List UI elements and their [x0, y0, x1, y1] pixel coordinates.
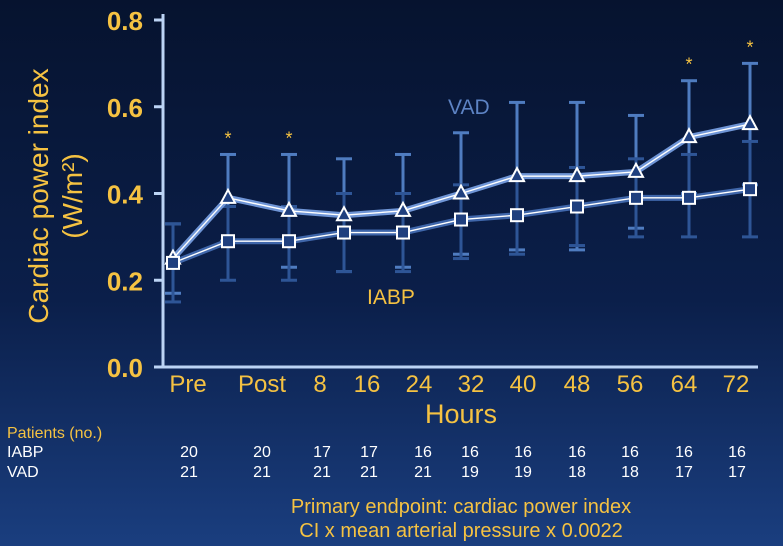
vad-triangle-marker	[741, 113, 759, 131]
vad-triangle-marker	[508, 166, 526, 183]
iabp-square-marker	[337, 225, 351, 240]
patients-count-vad: 21	[360, 464, 378, 481]
patients-count-vad: 21	[313, 464, 331, 481]
iabp-square-marker	[570, 199, 584, 214]
patients-count-iabp: 17	[313, 444, 331, 461]
patients-count-vad: 21	[414, 464, 432, 481]
patients-count-vad: 17	[675, 464, 693, 481]
patients-count-iabp: 16	[414, 444, 432, 461]
x-tick-label: 48	[564, 371, 591, 398]
series-label-iabp: IABP	[367, 286, 415, 309]
y-axis-label: Cardiac power index (W/m²)	[23, 68, 88, 324]
x-tick-label: Post	[238, 371, 286, 398]
y-tick-label: 0.0	[107, 353, 143, 383]
chart-axes	[154, 14, 758, 369]
x-axis-label: Hours	[424, 399, 498, 429]
patients-count-vad: 17	[728, 464, 746, 481]
vad-triangle-marker	[568, 166, 586, 183]
patients-row-label-vad: VAD	[7, 464, 39, 481]
iabp-square-marker	[629, 190, 643, 205]
patients-row-label-iabp: IABP	[7, 444, 44, 461]
x-tick-label: 32	[458, 371, 485, 398]
y-tick-label: 0.2	[107, 266, 143, 296]
patients-count-iabp: 17	[360, 444, 378, 461]
patients-count-iabp: 16	[675, 444, 693, 461]
x-tick-label: 8	[313, 371, 326, 398]
patients-count-iabp: 16	[461, 444, 479, 461]
x-tick-label: 40	[510, 371, 537, 398]
patients-count-iabp: 20	[180, 444, 198, 461]
patients-count-iabp: 16	[514, 444, 532, 461]
iabp-square-marker	[221, 234, 235, 249]
significance-star: *	[285, 128, 292, 148]
patients-count-iabp: 16	[728, 444, 746, 461]
patients-count-vad: 18	[568, 464, 586, 481]
vad-triangle-marker	[219, 187, 237, 204]
x-tick-label: 24	[406, 371, 433, 398]
significance-star: *	[746, 37, 753, 57]
patients-count-vad: 21	[180, 464, 198, 481]
vad-triangle-marker	[280, 200, 298, 217]
patients-count-vad: 21	[253, 464, 271, 481]
patients-count-vad: 19	[514, 464, 532, 481]
patients-count-vad: 18	[621, 464, 639, 481]
series-label-vad: VAD	[448, 96, 490, 119]
significance-markers: * * * *	[224, 37, 753, 148]
x-tick-label: Pre	[169, 371, 206, 398]
patients-count-iabp: 16	[568, 444, 586, 461]
patients-table-title: Patients (no.)	[7, 425, 103, 442]
iabp-square-marker	[454, 212, 468, 227]
iabp-square-marker	[166, 255, 180, 270]
x-tick-label: 64	[671, 371, 698, 398]
vad-triangle-marker	[335, 205, 353, 222]
tick-and-series-labels: 0.0 0.2 0.4 0.6 0.8 Pre Post 8 16 24 32 40 48 56 64 72 V…	[107, 6, 750, 398]
x-tick-label: 72	[723, 371, 750, 398]
footnote-primary-endpoint: Primary endpoint: cardiac power index	[290, 496, 632, 518]
vad-triangle-marker	[452, 183, 470, 200]
y-tick-label: 0.4	[107, 180, 144, 210]
x-tick-label: 16	[354, 371, 381, 398]
y-tick-label: 0.6	[107, 93, 143, 123]
significance-star: *	[224, 128, 231, 148]
iabp-square-marker	[682, 190, 696, 205]
patients-count-vad: 19	[461, 464, 479, 481]
vad-triangle-marker	[627, 161, 645, 178]
significance-star: *	[685, 55, 692, 75]
series-markers	[164, 113, 759, 270]
footnote-formula: CI x mean arterial pressure x 0.0022	[299, 520, 623, 542]
y-tick-label: 0.8	[107, 6, 143, 36]
patients-count-iabp: 16	[621, 444, 639, 461]
x-tick-label: 56	[617, 371, 644, 398]
iabp-square-marker	[743, 182, 757, 197]
vad-triangle-marker	[394, 200, 412, 217]
vad-triangle-marker	[680, 127, 698, 144]
iabp-square-marker	[396, 225, 410, 240]
patients-count-iabp: 20	[253, 444, 271, 461]
iabp-square-marker	[510, 208, 524, 223]
iabp-square-marker	[282, 234, 296, 249]
